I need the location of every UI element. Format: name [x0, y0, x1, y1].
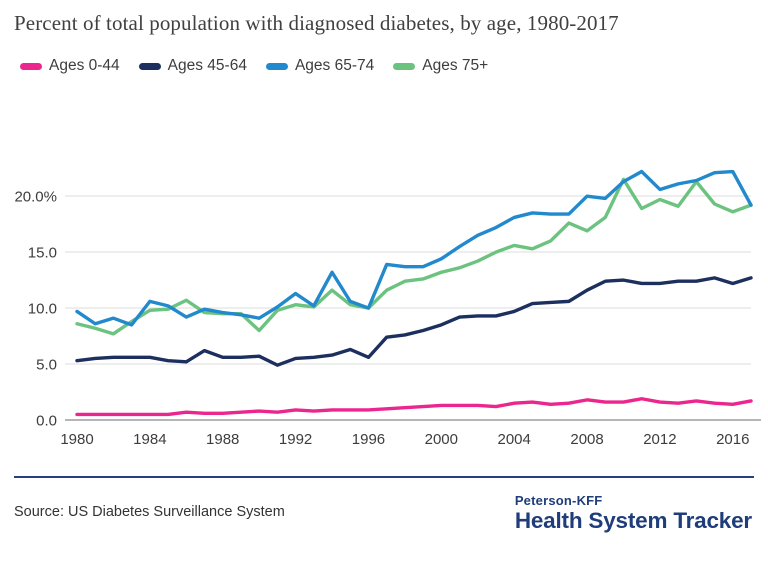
y-tick-label: 15.0	[28, 245, 57, 262]
legend-item-3[interactable]: Ages 75+	[393, 57, 488, 75]
chart-legend: Ages 0-44 Ages 45-64 Ages 65-74 Ages 75+	[20, 57, 488, 75]
brand-main-line: Health System Tracker	[514, 508, 752, 534]
legend-label: Ages 75+	[422, 57, 489, 74]
gridlines	[65, 195, 761, 421]
x-tick-label: 1980	[60, 431, 93, 448]
y-axis-tick-labels: 0.0 5.0 10.0 15.0 20.0%	[14, 189, 57, 430]
series-line-ages-65-74	[75, 169, 753, 327]
x-tick-label: 2000	[425, 431, 458, 448]
x-tick-label: 2012	[643, 431, 676, 448]
legend-swatch-icon	[393, 62, 416, 70]
plot-area: 0.0 5.0 10.0 15.0 20.0% 1980 1984 1988 1992 1996…	[0, 96, 768, 456]
y-tick-label: 20.0%	[14, 189, 57, 206]
x-tick-label: 1996	[352, 431, 385, 448]
series-line-ages-75	[75, 177, 753, 336]
x-tick-label: 1984	[133, 431, 166, 448]
x-tick-label: 1992	[279, 431, 312, 448]
legend-label: Ages 45-64	[167, 57, 247, 74]
y-tick-label: 5.0	[36, 357, 57, 374]
series-line-ages-0-44	[75, 397, 753, 417]
legend-label: Ages 65-74	[294, 57, 375, 74]
legend-label: Ages 0-44	[49, 57, 120, 74]
line-chart-svg: 0.0 5.0 10.0 15.0 20.0% 1980 1984 1988 1992 1996…	[14, 169, 761, 448]
chart-title: Percent of total population with diagnos…	[14, 11, 619, 35]
series-line-ages-45-64	[75, 276, 753, 367]
x-tick-label: 2008	[570, 431, 603, 448]
brand-logo: Peterson-KFF Health System Tracker	[514, 493, 752, 534]
legend-swatch-icon	[265, 62, 288, 70]
y-tick-label: 0.0	[36, 413, 57, 430]
x-tick-label: 1988	[206, 431, 239, 448]
legend-item-1[interactable]: Ages 45-64	[138, 57, 247, 75]
footer-divider	[14, 476, 754, 478]
legend-swatch-icon	[20, 62, 42, 70]
legend-item-2[interactable]: Ages 65-74	[265, 57, 375, 75]
data-series-group	[75, 169, 753, 417]
x-axis-tick-labels: 1980 1984 1988 1992 1996 2000 2004 2008 2012 2016	[60, 431, 749, 448]
brand-top-line: Peterson-KFF	[514, 493, 603, 508]
x-tick-label: 2016	[716, 431, 749, 448]
x-tick-label: 2004	[498, 431, 531, 448]
legend-swatch-icon	[138, 62, 161, 70]
legend-item-0[interactable]: Ages 0-44	[20, 57, 120, 75]
y-tick-label: 10.0	[28, 301, 57, 318]
source-note: Source: US Diabetes Surveillance System	[14, 504, 285, 520]
